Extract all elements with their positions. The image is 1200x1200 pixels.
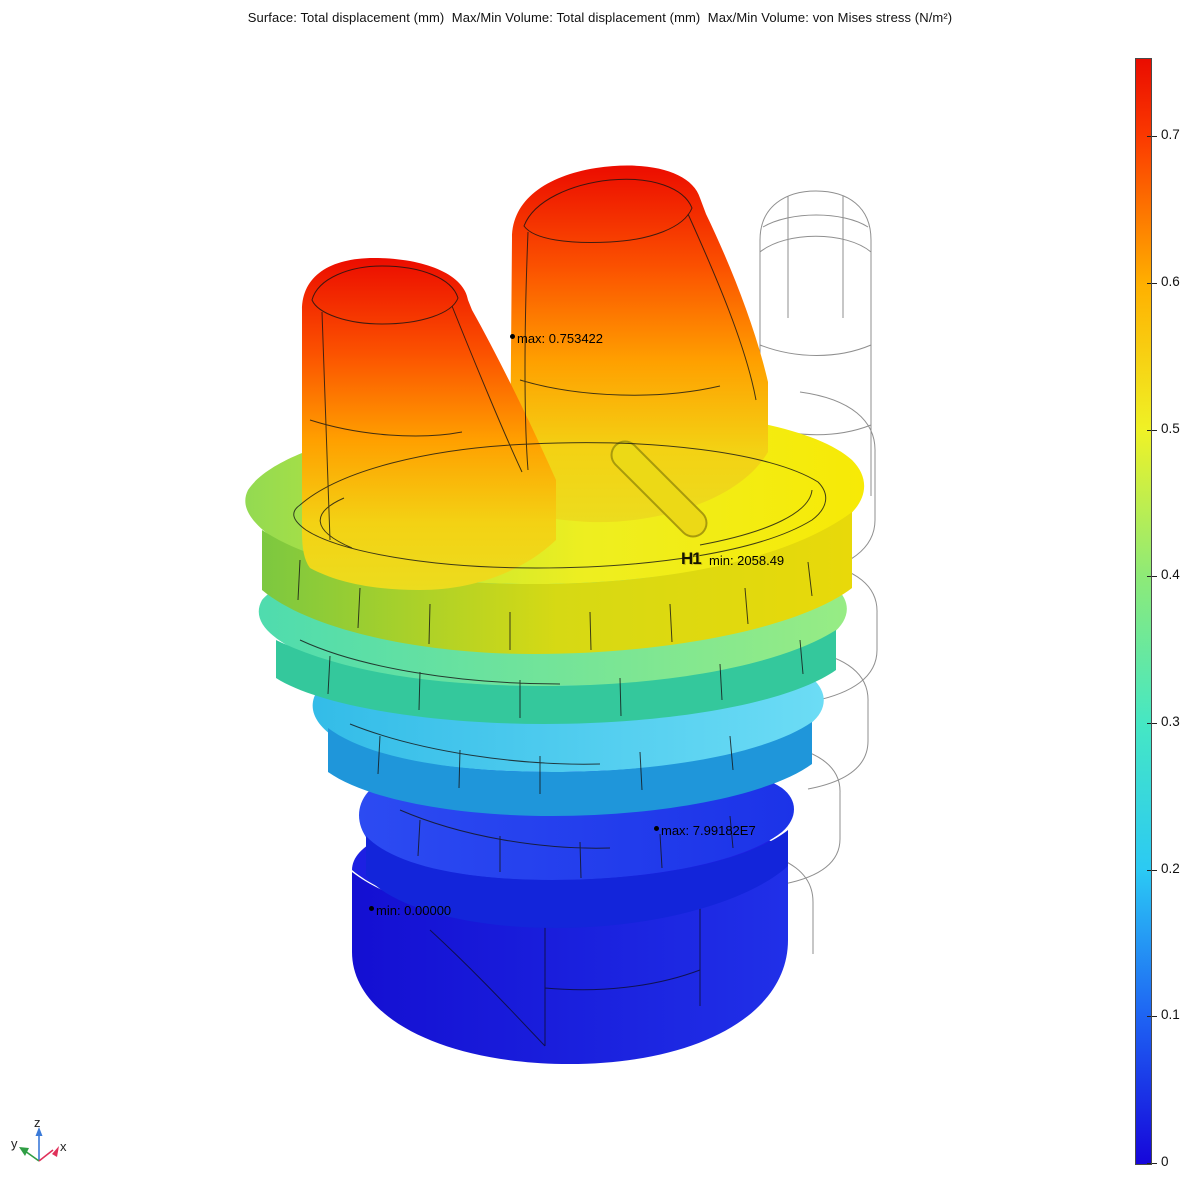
model-embossed-text: H1 [681, 549, 702, 568]
plot-title: Surface: Total displacement (mm) Max/Min… [247, 10, 953, 25]
annotation-displacement-max: max: 0.753422 [510, 331, 604, 346]
colorbar-tick-mark [1147, 283, 1151, 284]
undeformed-wireframe [741, 190, 878, 954]
axis-label-x: x [60, 1139, 67, 1154]
colorbar: 0.7 0.6 0.5 0.4 0.3 0.2 0.1 0 [1135, 58, 1200, 1178]
annotation-label: min: 0.00000 [376, 903, 452, 918]
colorbar-tick-mark [1147, 429, 1151, 431]
colorbar-gradient [1135, 58, 1152, 1165]
axis-triad [19, 1127, 59, 1162]
colorbar-tick-mark [1147, 576, 1151, 578]
marker-dot [654, 826, 659, 831]
colorbar-tick-mark [1152, 283, 1157, 284]
annotation-displacement-min: min: 0.00000 [369, 903, 452, 918]
colorbar-tick-label: 0.1 [1161, 1007, 1180, 1023]
colorbar-tick-mark [1152, 723, 1157, 724]
model-prong-left [302, 258, 556, 590]
colorbar-tick-mark [1147, 1016, 1151, 1018]
annotation-label: max: 0.753422 [517, 331, 604, 346]
mesh-lines [293, 178, 827, 879]
marker-dot [369, 906, 374, 911]
annotation-von-mises-min: H1 min: 2058.49 [681, 549, 785, 568]
colorbar-tick-mark [1147, 1163, 1151, 1164]
colorbar-tick-mark [1152, 136, 1157, 138]
annotation-label: min: 2058.49 [709, 553, 785, 568]
annotation-label: max: 7.99182E7 [661, 823, 756, 838]
colorbar-tick-label: 0.3 [1161, 714, 1180, 729]
colorbar-tick-label: 0.7 [1161, 127, 1180, 143]
colorbar-tick-label: 0.6 [1161, 274, 1180, 289]
axis-label-z: z [34, 1115, 41, 1130]
axis-label-y: y [11, 1136, 18, 1151]
colorbar-tick-mark [1152, 1163, 1157, 1164]
model-pin [610, 440, 708, 538]
colorbar-tick-mark [1147, 869, 1151, 871]
colorbar-tick-mark [1147, 136, 1151, 138]
marker-dot [510, 334, 515, 339]
model-prong-right [510, 165, 768, 523]
colorbar-tick-label: 0 [1161, 1154, 1169, 1169]
annotation-von-mises-max: max: 7.99182E7 [654, 823, 756, 838]
colorbar-tick-label: 0.4 [1161, 567, 1180, 583]
colorbar-tick-mark [1152, 429, 1157, 431]
colorbar-tick-label: 0.2 [1161, 860, 1180, 876]
colorbar-tick-mark [1152, 576, 1157, 578]
colorbar-tick-mark [1152, 1016, 1157, 1018]
colorbar-tick-mark [1152, 869, 1157, 871]
colorbar-tick-mark [1147, 723, 1151, 724]
colorbar-tick-label: 0.5 [1161, 420, 1180, 436]
